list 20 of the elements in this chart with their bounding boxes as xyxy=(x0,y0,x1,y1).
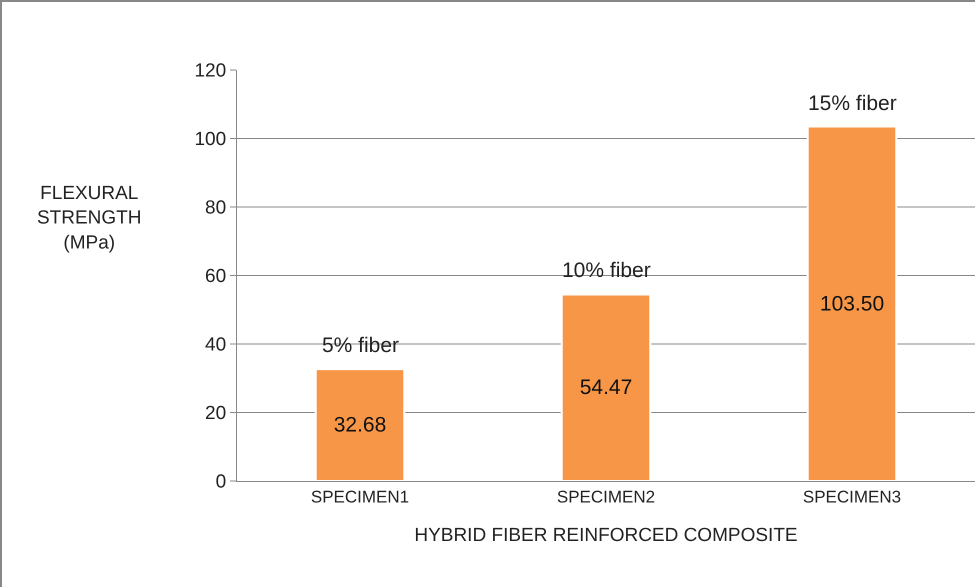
y-tick-label: 40 xyxy=(205,334,226,356)
y-tick-label: 60 xyxy=(205,266,226,288)
y-tick-label: 80 xyxy=(205,198,226,219)
data-label: 32.68 xyxy=(334,414,386,437)
y-tick-label: 100 xyxy=(194,129,226,150)
y-axis-title: FLEXURAL STRENGTH (MPa) xyxy=(37,183,142,254)
bar xyxy=(314,368,406,481)
annotation: 5% fiber xyxy=(322,334,400,357)
annotation: 15% fiber xyxy=(808,92,897,115)
y-tick-label: 120 xyxy=(194,60,226,82)
data-label: 103.50 xyxy=(820,292,884,316)
x-tick-label: SPECIMEN2 xyxy=(556,487,656,506)
y-tick-label: 0 xyxy=(216,472,226,493)
y-tick-label: 20 xyxy=(205,403,226,424)
data-label: 54.47 xyxy=(580,376,632,400)
x-tick-label: SPECIMEN3 xyxy=(802,487,902,506)
x-axis-title: HYBRID FIBER REINFORCED COMPOSITE xyxy=(414,525,798,546)
x-tick-label: SPECIMEN1 xyxy=(310,487,410,506)
bar xyxy=(806,126,898,481)
annotation: 10% fiber xyxy=(562,259,651,282)
